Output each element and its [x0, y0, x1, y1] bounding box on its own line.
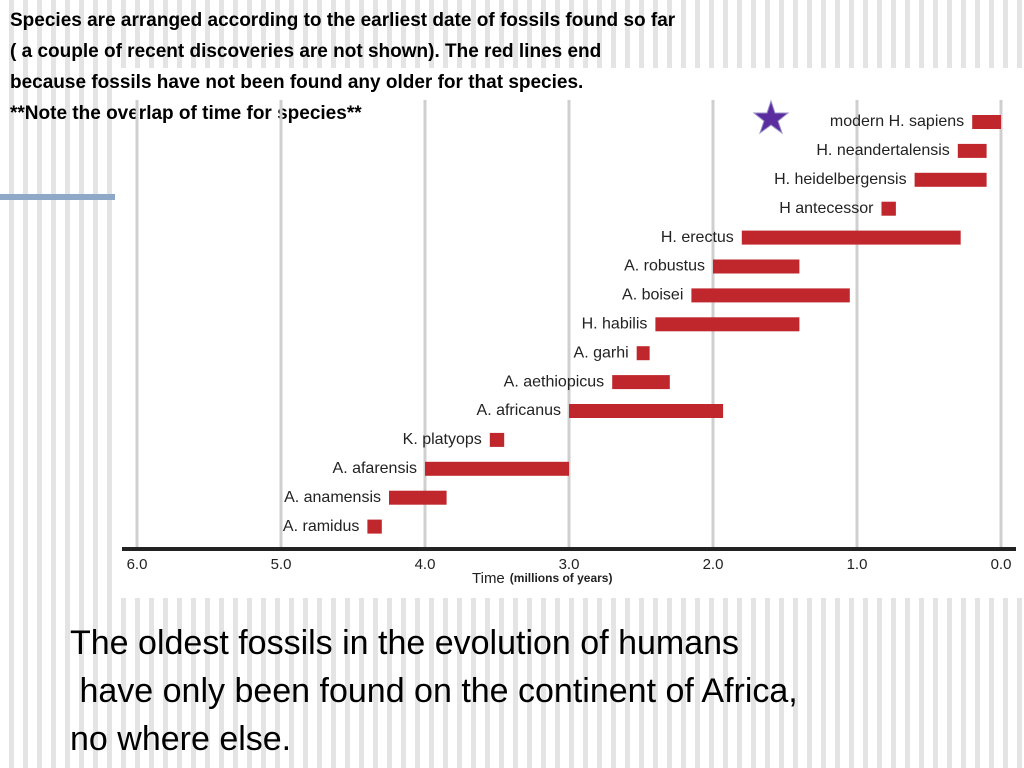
range-bar — [389, 490, 447, 505]
x-tick-label: 0.0 — [991, 556, 1012, 573]
range-bar — [367, 519, 382, 534]
category-label: A. anamensis — [284, 489, 381, 506]
category-label: H antecessor — [779, 200, 874, 217]
header-line: because fossils have not been found any … — [10, 72, 583, 93]
range-bar — [957, 143, 987, 158]
category-label: A. robustus — [624, 258, 705, 275]
category-label: H. habilis — [582, 316, 648, 333]
category-label: K. platyops — [403, 431, 482, 448]
category-label: A. boisei — [622, 287, 683, 304]
range-bar — [914, 172, 987, 187]
accent-bar — [0, 194, 115, 200]
range-bar — [569, 404, 724, 418]
range-bar — [741, 230, 961, 245]
category-label: A. aethiopicus — [504, 373, 605, 390]
x-tick-label: 1.0 — [847, 556, 868, 573]
range-bar — [691, 288, 850, 303]
category-label: H. heidelbergensis — [774, 171, 907, 188]
range-bar — [972, 115, 1001, 129]
category-label: A. africanus — [477, 402, 561, 419]
x-tick-label: 5.0 — [271, 556, 292, 573]
header-line: Species are arranged according to the ea… — [10, 10, 676, 31]
x-label-note: (millions of years) — [510, 571, 613, 585]
x-tick-label: 4.0 — [415, 556, 436, 573]
category-label: H. erectus — [661, 229, 734, 246]
star-icon — [752, 99, 790, 135]
category-label: A. ramidus — [283, 518, 359, 535]
range-bar — [881, 201, 896, 216]
range-bar — [612, 375, 670, 390]
category-label: A. garhi — [574, 344, 629, 361]
header-line: ( a couple of recent discoveries are not… — [10, 41, 601, 62]
footer-line: no where else. — [70, 720, 291, 758]
range-bar — [489, 432, 505, 447]
range-bar — [425, 461, 569, 476]
x-axis-label: Time (millions of years) — [472, 570, 612, 587]
x-label-main: Time — [472, 570, 505, 587]
range-bar — [655, 317, 800, 332]
footer-line: have only been found on the continent of… — [70, 672, 798, 710]
x-tick-label: 6.0 — [127, 556, 148, 573]
range-bar — [713, 259, 800, 274]
x-tick-label: 3.0 — [559, 556, 580, 573]
category-label: H. neandertalensis — [816, 142, 949, 159]
x-tick-label: 2.0 — [703, 556, 724, 573]
footer-line: The oldest fossils in the evolution of h… — [70, 624, 739, 662]
category-label: modern H. sapiens — [830, 113, 964, 130]
header-line: **Note the overlap of time for species** — [10, 103, 362, 124]
category-label: A. afarensis — [333, 460, 417, 477]
range-bar — [636, 346, 650, 361]
